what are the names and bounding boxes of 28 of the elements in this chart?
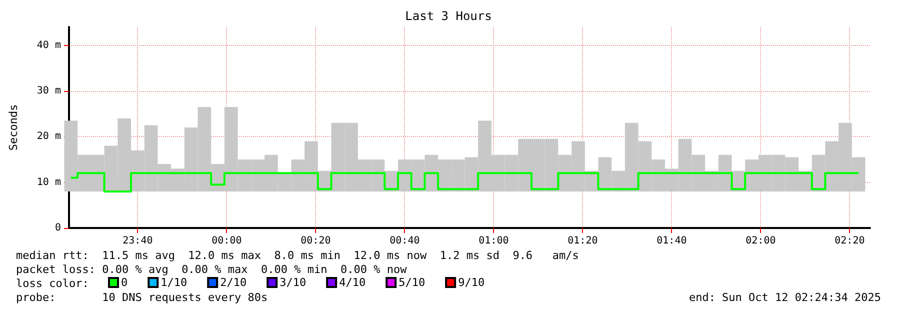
y-tick-label: 10 m (36, 176, 61, 188)
y-tick-label: 0 (54, 222, 61, 234)
legend-label: 1/10 (160, 276, 188, 289)
y-tick-label: 20 m (36, 131, 61, 142)
legend-label: 3/10 (280, 276, 306, 289)
text: median rtt: 11.5 ms avg 12.0 ms max 8.0 ms min 12.0 ms now 1.2 ms sd 9.6 am/s (16, 249, 579, 262)
x-tick-label: 00:20 (300, 236, 331, 246)
y-tick-label: 30 m (36, 85, 61, 96)
text: end: Sun Oct 12 02:24:34 2025 (688, 291, 882, 304)
x-tick-label: 23:40 (122, 236, 153, 246)
chart-title: Last 3 Hours (405, 9, 492, 23)
text: packet loss: 0.00 % avg 0.00 % max 0.00 % min 0.00 % now (16, 263, 408, 276)
legend-label: 2/10 (220, 276, 247, 289)
legend-label: 0 (121, 276, 128, 289)
x-tick-label: 00:40 (390, 236, 420, 246)
x-tick-label: 02:20 (834, 236, 865, 246)
y-axis-title: Seconds (7, 104, 20, 151)
legend-label: 9/10 (458, 276, 485, 289)
y-tick-label: 40 m (36, 40, 61, 51)
legend-label: 5/10 (398, 276, 426, 289)
x-tick-label: 01:20 (568, 236, 598, 246)
legend-title: loss color: (16, 277, 89, 290)
x-tick-label: 02:00 (746, 236, 776, 246)
legend-label: 4/10 (339, 276, 366, 289)
x-tick-label: 01:40 (656, 236, 687, 246)
x-tick-label: 00:00 (212, 236, 242, 246)
x-tick-label: 01:00 (478, 236, 509, 246)
text: probe: 10 DNS requests every 80s (16, 291, 268, 304)
